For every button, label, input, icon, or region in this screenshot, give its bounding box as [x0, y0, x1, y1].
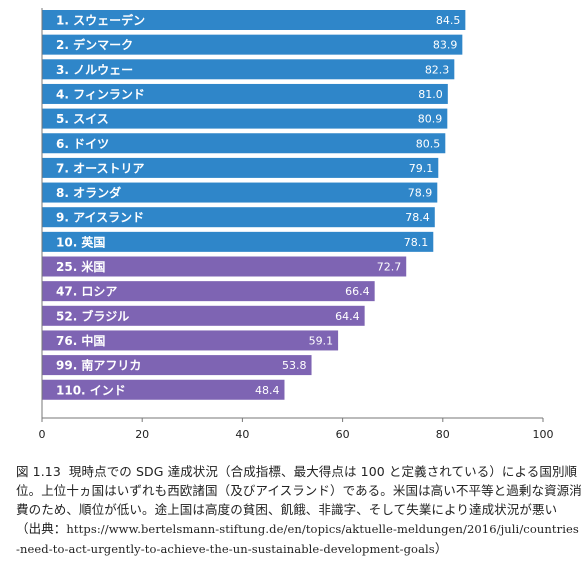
bar-category-label: 76. 中国 [56, 333, 105, 348]
bar-category-label: 8. オランダ [56, 185, 121, 200]
bar-category-label: 5. スイス [56, 112, 109, 126]
bars-layer: 1. スウェーデン 84.5 2. デンマーク 83.9 3. ノルウェー 82.3 4. … [42, 10, 466, 400]
bar-category-label: 9. アイスランド [56, 211, 144, 225]
sdg-ranking-bar-chart: 1. スウェーデン 84.5 2. デンマーク 83.9 3. ノルウェー 82.3 4. … [39, 8, 554, 441]
bar [42, 379, 285, 400]
bar-category-label: 1. スウェーデン [56, 13, 145, 28]
x-tick-label: 20 [135, 428, 149, 441]
x-axis: 0 20 40 60 80 100 [39, 8, 554, 441]
caption-text: 現時点での SDG 達成状況（合成指標、最大得点は 100 と定義されている）に… [16, 464, 582, 536]
bar-category-label: 52. ブラジル [56, 308, 129, 323]
bar-category-label: 10. 英国 [56, 234, 105, 249]
bar-value-label: 72.7 [377, 261, 402, 274]
x-tick-label: 0 [39, 428, 46, 441]
bar-value-label: 66.4 [345, 285, 370, 298]
bar [42, 330, 339, 351]
bar [42, 108, 448, 129]
x-tick-label: 60 [336, 428, 350, 441]
x-tick-label: 40 [235, 428, 249, 441]
bar-value-label: 83.9 [433, 39, 458, 52]
bar-category-label: 110. インド [56, 383, 126, 397]
bar-value-label: 80.9 [418, 113, 443, 126]
bar-category-label: 99. 南アフリカ [56, 358, 141, 373]
caption-closing: ） [434, 541, 448, 556]
figure-number: 図 1.13 [16, 464, 61, 479]
bar-value-label: 81.0 [418, 88, 443, 101]
figure-caption: 図 1.13 現時点での SDG 達成状況（合成指標、最大得点は 100 と定義さ… [16, 462, 582, 559]
bar-value-label: 82.3 [425, 63, 450, 76]
bar-value-label: 78.1 [404, 236, 429, 249]
bar-value-label: 84.5 [436, 14, 461, 27]
source-url: https://www.bertelsmann-stiftung.de/en/t… [16, 522, 579, 556]
bar-value-label: 48.4 [255, 384, 280, 397]
bar-category-label: 2. デンマーク [56, 37, 133, 52]
bar-value-label: 80.5 [416, 137, 441, 150]
bar-value-label: 78.9 [408, 187, 433, 200]
x-tick-label: 100 [533, 428, 554, 441]
bar [42, 157, 439, 178]
bar [42, 231, 434, 252]
bar [42, 305, 365, 326]
bar-value-label: 78.4 [405, 211, 430, 224]
bar-category-label: 47. ロシア [56, 285, 117, 299]
bar-category-label: 25. 米国 [56, 259, 105, 274]
bar [42, 355, 312, 376]
bar [42, 10, 466, 30]
bar [42, 182, 438, 203]
bar-category-label: 4. フィンランド [56, 87, 145, 101]
bar-value-label: 79.1 [409, 162, 434, 175]
bar [42, 281, 375, 302]
bar-category-label: 7. オーストリア [56, 161, 145, 175]
bar-category-label: 6. ドイツ [56, 137, 109, 151]
bar-value-label: 64.4 [335, 310, 360, 323]
bar-value-label: 53.8 [282, 359, 307, 372]
bar [42, 59, 455, 80]
bar [42, 83, 448, 104]
bar [42, 256, 407, 277]
bar-category-label: 3. ノルウェー [56, 63, 133, 77]
bar-value-label: 59.1 [309, 334, 334, 347]
bar [42, 34, 463, 55]
x-tick-label: 80 [436, 428, 450, 441]
bar [42, 133, 446, 154]
bar [42, 207, 435, 228]
